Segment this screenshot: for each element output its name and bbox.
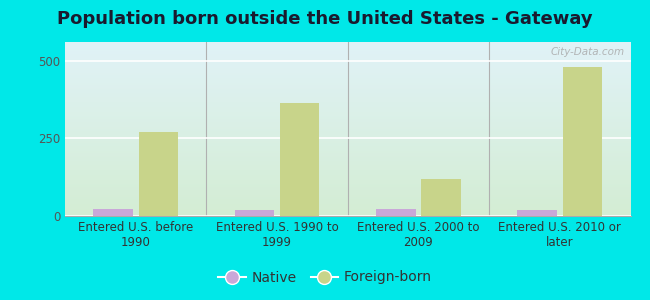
Bar xyxy=(376,209,415,216)
Bar xyxy=(563,67,602,216)
Bar xyxy=(138,132,178,216)
Text: Population born outside the United States - Gateway: Population born outside the United State… xyxy=(57,11,593,28)
Legend: Native, Foreign-born: Native, Foreign-born xyxy=(213,265,437,290)
Bar xyxy=(517,210,557,216)
Bar xyxy=(421,179,461,216)
Text: City-Data.com: City-Data.com xyxy=(551,47,625,57)
Bar xyxy=(235,210,274,216)
Bar xyxy=(94,209,133,216)
Bar xyxy=(280,103,319,216)
